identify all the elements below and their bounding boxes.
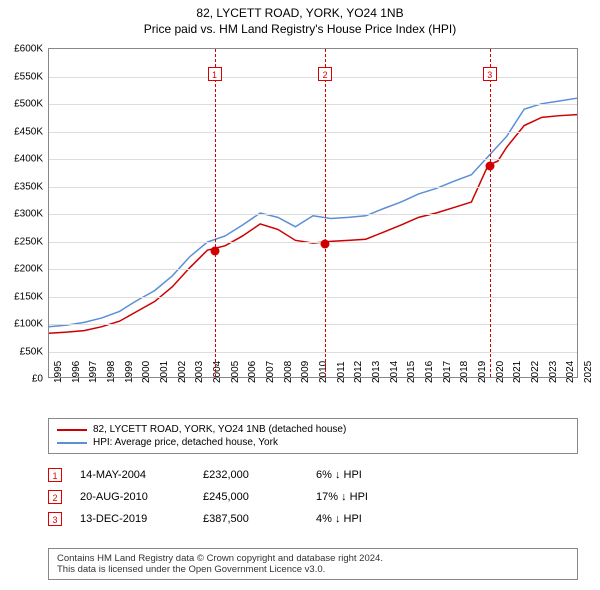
chart-titles: 82, LYCETT ROAD, YORK, YO24 1NB Price pa… [0, 0, 600, 36]
x-axis-label: 2000 [141, 361, 152, 383]
chart-plot-area: £0£50K£100K£150K£200K£250K£300K£350K£400… [48, 48, 578, 378]
y-gridline [49, 187, 577, 188]
event-badge: 1 [48, 468, 62, 482]
x-axis-label: 2006 [247, 361, 258, 383]
y-axis-label: £200K [14, 264, 43, 275]
y-gridline [49, 159, 577, 160]
event-marker-line [215, 49, 216, 377]
y-gridline [49, 352, 577, 353]
title-line1: 82, LYCETT ROAD, YORK, YO24 1NB [0, 6, 600, 20]
x-axis-label: 2019 [477, 361, 488, 383]
y-axis-label: £450K [14, 126, 43, 137]
y-axis-label: £300K [14, 209, 43, 220]
x-axis-label: 2005 [230, 361, 241, 383]
y-axis-label: £100K [14, 319, 43, 330]
footer-line1: Contains HM Land Registry data © Crown c… [57, 553, 569, 564]
event-dot [321, 240, 330, 249]
x-axis-label: 2018 [459, 361, 470, 383]
y-gridline [49, 214, 577, 215]
y-axis-label: £550K [14, 71, 43, 82]
legend-swatch [57, 442, 87, 444]
y-axis-label: £250K [14, 236, 43, 247]
x-axis-label: 2021 [512, 361, 523, 383]
x-axis-label: 2024 [565, 361, 576, 383]
legend-label: HPI: Average price, detached house, York [93, 437, 278, 448]
legend-label: 82, LYCETT ROAD, YORK, YO24 1NB (detache… [93, 424, 346, 435]
footer-line2: This data is licensed under the Open Gov… [57, 564, 569, 575]
event-price: £232,000 [203, 469, 298, 481]
event-price: £245,000 [203, 491, 298, 503]
footer-attribution: Contains HM Land Registry data © Crown c… [48, 548, 578, 580]
event-dot [210, 247, 219, 256]
series-line-price_paid [49, 115, 577, 334]
x-axis-label: 2014 [389, 361, 400, 383]
x-axis-label: 2011 [336, 361, 347, 383]
x-axis-label: 2022 [530, 361, 541, 383]
y-gridline [49, 269, 577, 270]
x-axis-label: 2008 [283, 361, 294, 383]
event-marker-line [490, 49, 491, 377]
y-axis-label: £50K [20, 346, 43, 357]
y-axis-label: £400K [14, 154, 43, 165]
event-delta: 4% ↓ HPI [316, 513, 416, 525]
events-table: 1 14-MAY-2004 £232,000 6% ↓ HPI 2 20-AUG… [48, 464, 578, 530]
page-container: 82, LYCETT ROAD, YORK, YO24 1NB Price pa… [0, 0, 600, 590]
event-dot [485, 161, 494, 170]
event-badge-marker: 3 [483, 67, 497, 81]
x-axis-label: 2009 [300, 361, 311, 383]
x-axis-label: 2020 [495, 361, 506, 383]
y-axis-label: £600K [14, 44, 43, 55]
x-axis-label: 1999 [124, 361, 135, 383]
event-row: 3 13-DEC-2019 £387,500 4% ↓ HPI [48, 508, 578, 530]
chart-svg [49, 49, 577, 377]
x-axis-label: 2013 [371, 361, 382, 383]
x-axis-label: 1997 [88, 361, 99, 383]
event-date: 14-MAY-2004 [80, 469, 185, 481]
x-axis-label: 1998 [106, 361, 117, 383]
y-gridline [49, 132, 577, 133]
x-axis-label: 2017 [442, 361, 453, 383]
y-gridline [49, 104, 577, 105]
x-axis-label: 2010 [318, 361, 329, 383]
event-row: 2 20-AUG-2010 £245,000 17% ↓ HPI [48, 486, 578, 508]
x-axis-label: 2015 [406, 361, 417, 383]
legend-swatch [57, 429, 87, 431]
y-gridline [49, 297, 577, 298]
y-gridline [49, 324, 577, 325]
legend-item: HPI: Average price, detached house, York [57, 436, 569, 449]
legend-item: 82, LYCETT ROAD, YORK, YO24 1NB (detache… [57, 423, 569, 436]
y-axis-label: £150K [14, 291, 43, 302]
y-gridline [49, 77, 577, 78]
x-axis-label: 1996 [71, 361, 82, 383]
event-badge-marker: 2 [318, 67, 332, 81]
event-date: 13-DEC-2019 [80, 513, 185, 525]
x-axis-label: 2025 [583, 361, 594, 383]
event-delta: 6% ↓ HPI [316, 469, 416, 481]
x-axis-label: 2016 [424, 361, 435, 383]
event-row: 1 14-MAY-2004 £232,000 6% ↓ HPI [48, 464, 578, 486]
x-axis-label: 2023 [548, 361, 559, 383]
chart-legend: 82, LYCETT ROAD, YORK, YO24 1NB (detache… [48, 418, 578, 454]
x-axis-label: 1995 [53, 361, 64, 383]
x-axis-label: 2001 [159, 361, 170, 383]
event-badge: 3 [48, 512, 62, 526]
event-price: £387,500 [203, 513, 298, 525]
y-axis-label: £350K [14, 181, 43, 192]
event-marker-line [325, 49, 326, 377]
event-date: 20-AUG-2010 [80, 491, 185, 503]
event-badge: 2 [48, 490, 62, 504]
x-axis-label: 2007 [265, 361, 276, 383]
y-axis-label: £500K [14, 99, 43, 110]
event-delta: 17% ↓ HPI [316, 491, 416, 503]
x-axis-label: 2012 [353, 361, 364, 383]
y-gridline [49, 242, 577, 243]
event-badge-marker: 1 [208, 67, 222, 81]
x-axis-label: 2002 [177, 361, 188, 383]
title-line2: Price paid vs. HM Land Registry's House … [0, 22, 600, 36]
x-axis-label: 2003 [194, 361, 205, 383]
y-axis-label: £0 [32, 374, 43, 385]
